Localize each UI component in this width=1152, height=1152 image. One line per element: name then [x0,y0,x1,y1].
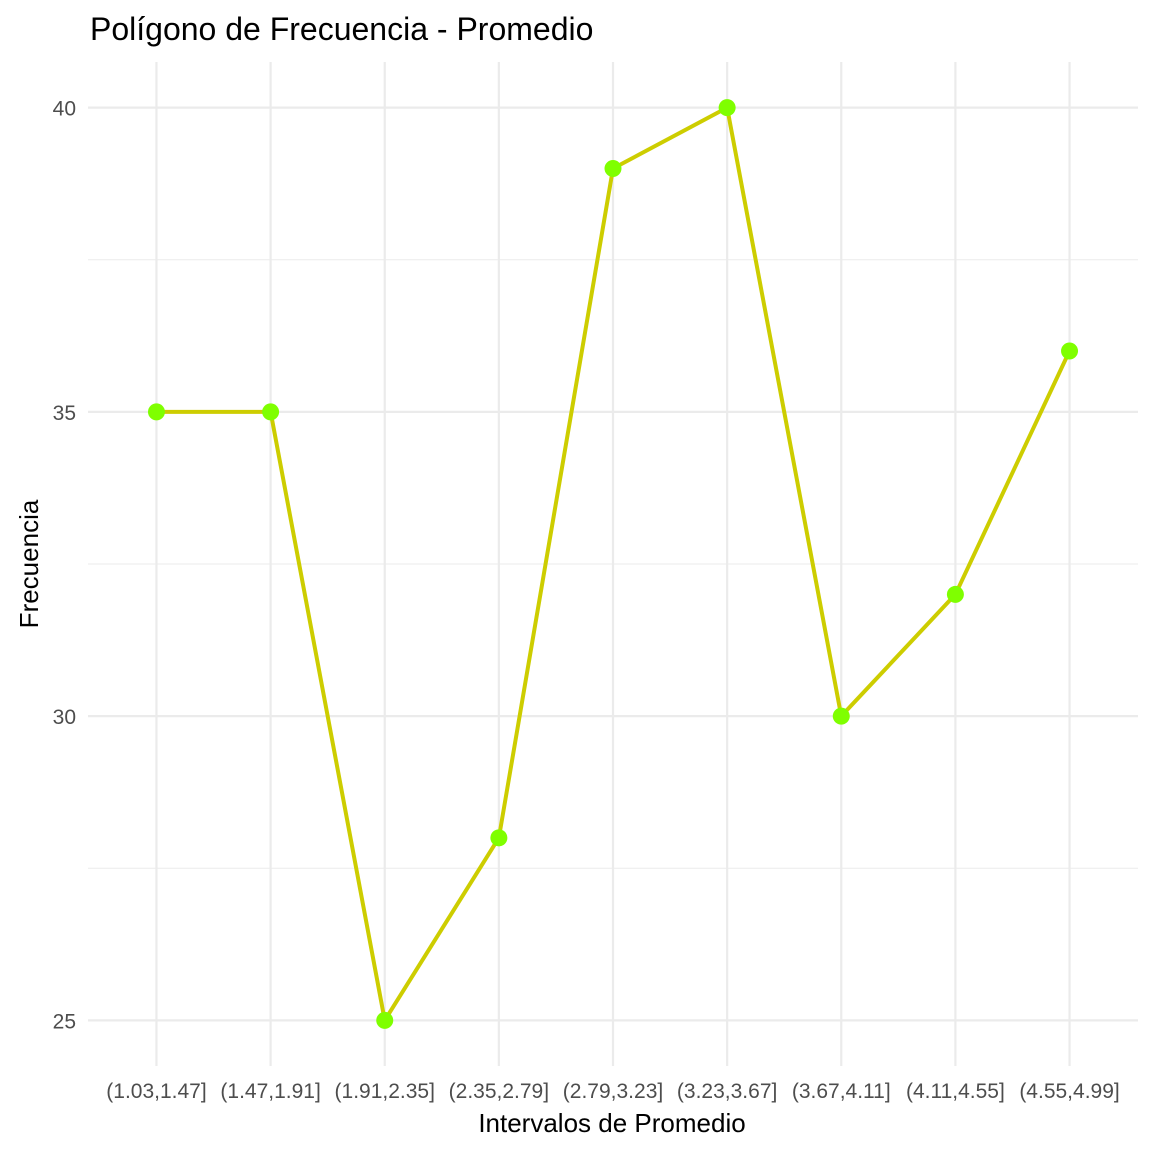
y-tick-labels: 25 30 35 40 [53,98,76,1034]
x-tick-label: (4.11,4.55] [906,1080,1005,1103]
grid [88,62,1138,1066]
x-tick-label: (4.55,4.99] [1019,1080,1119,1103]
data-point [490,829,508,847]
data-point [718,99,736,117]
y-tick-label: 25 [53,1010,76,1033]
y-tick-label: 40 [53,98,76,121]
x-tick-label: (3.67,4.11] [792,1080,891,1103]
data-point [262,403,280,421]
x-tick-label: (1.03,1.47] [106,1080,206,1103]
y-tick-label: 35 [53,402,76,425]
x-tick-label: (2.79,3.23] [563,1080,663,1103]
data-point [604,159,622,177]
x-tick-label: (3.23,3.67] [677,1080,777,1103]
data-point [147,403,165,421]
x-tick-label: (2.35,2.79] [449,1080,549,1103]
x-tick-label: (1.47,1.91] [220,1080,320,1103]
data-point [376,1011,394,1029]
series-frecuencia [147,99,1079,1029]
x-tick-label: (1.91,2.35] [335,1080,435,1103]
x-axis-title: Intervalos de Promedio [478,1108,745,1138]
y-tick-label: 30 [53,706,76,729]
chart-title: Polígono de Frecuencia - Promedio [90,11,593,47]
data-point [1061,342,1079,360]
x-tick-labels: (1.03,1.47] (1.47,1.91] (1.91,2.35] (2.35,2… [106,1080,1119,1103]
data-point [946,585,964,603]
y-axis-title: Frecuencia [14,499,44,628]
data-point [832,707,850,725]
